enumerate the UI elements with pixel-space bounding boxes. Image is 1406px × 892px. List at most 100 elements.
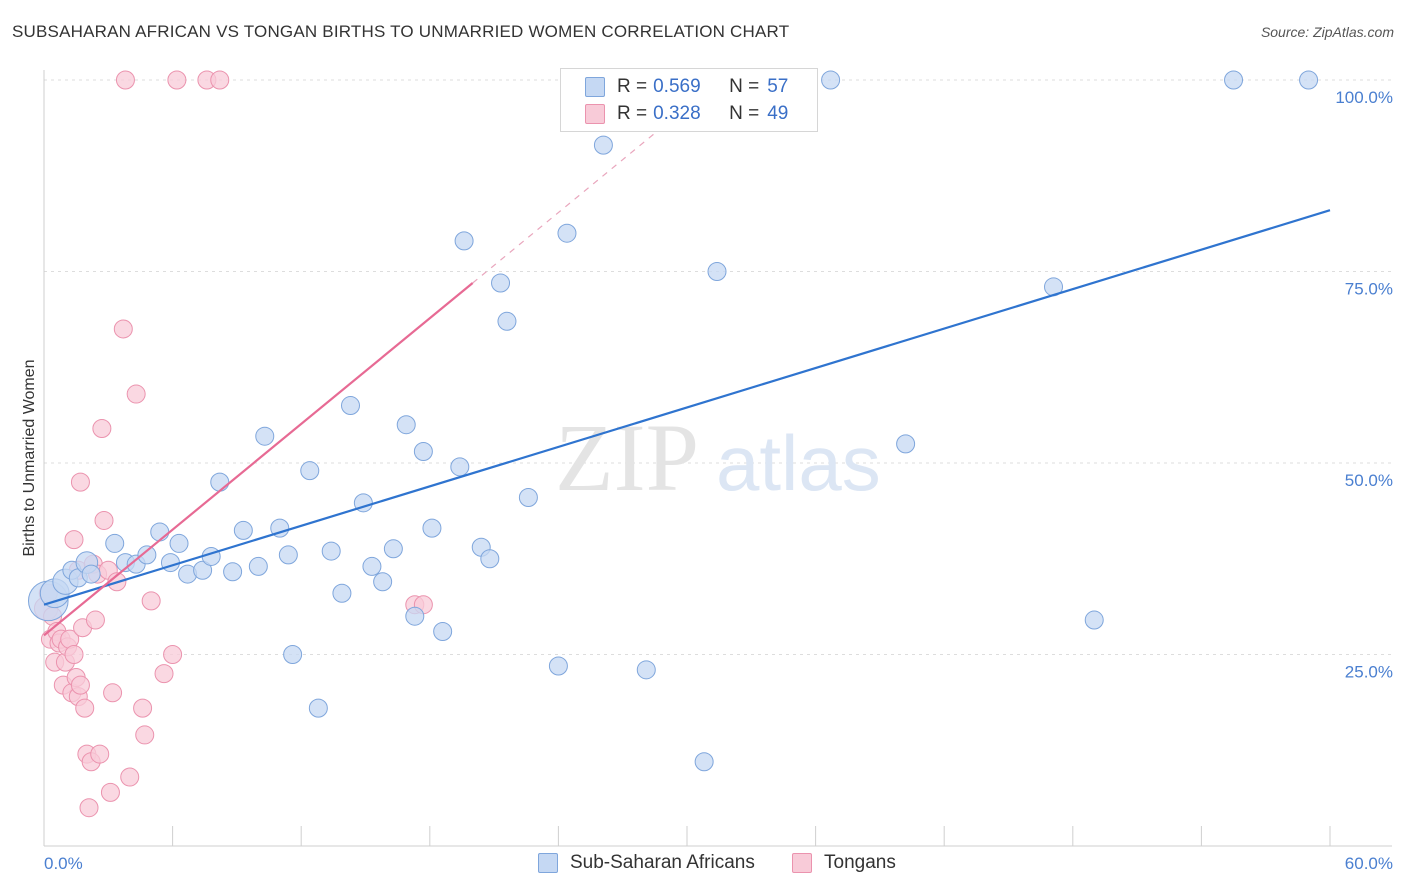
subsaharan-point-55[interactable] xyxy=(1084,610,1104,630)
tongans-point-39[interactable] xyxy=(133,698,153,718)
tongans-point-41[interactable] xyxy=(141,591,161,611)
subsaharan-point-42[interactable] xyxy=(480,549,500,569)
chart-title: SUBSAHARAN AFRICAN VS TONGAN BIRTHS TO U… xyxy=(12,22,790,41)
watermark: ZIP atlas xyxy=(555,404,881,511)
subsaharan-point-26[interactable] xyxy=(308,698,328,718)
subsaharan-point-18[interactable] xyxy=(223,562,243,582)
legend-r-label: R = xyxy=(617,76,648,97)
tick-layer: 100.0% 75.0% 50.0% 25.0% 0.0% 60.0% xyxy=(43,88,1393,873)
bottom-legend-label-subsaharan: Sub-Saharan Africans xyxy=(570,852,755,873)
trend-line-tongans-extension xyxy=(472,106,688,284)
tongans-point-29[interactable] xyxy=(92,419,112,439)
subsaharan-point-51[interactable] xyxy=(707,262,727,281)
subsaharan-point-33[interactable] xyxy=(383,539,403,559)
subsaharan-point-47[interactable] xyxy=(557,223,577,243)
subsaharan-point-32[interactable] xyxy=(373,572,393,592)
y-tick-label-2: 50.0% xyxy=(1345,471,1393,490)
subsaharan-point-49[interactable] xyxy=(636,660,656,680)
tongans-point-17[interactable] xyxy=(64,530,84,550)
subsaharan-point-50[interactable] xyxy=(694,752,714,772)
tongans-point-28[interactable] xyxy=(90,744,110,764)
tongans-point-18[interactable] xyxy=(70,472,90,492)
tongans-point-35[interactable] xyxy=(113,319,133,339)
subsaharan-point-6[interactable] xyxy=(81,564,101,584)
watermark-atlas: atlas xyxy=(716,419,881,507)
legend-n-label: N = xyxy=(729,103,760,124)
tongans-point-46[interactable] xyxy=(210,70,230,90)
subsaharan-point-10[interactable] xyxy=(137,545,157,565)
subsaharan-point-19[interactable] xyxy=(233,520,253,540)
subsaharan-point-20[interactable] xyxy=(248,556,268,576)
subsaharan-point-17[interactable] xyxy=(210,472,230,492)
legend-r-label: R = xyxy=(617,103,648,124)
subsaharan-point-40[interactable] xyxy=(454,231,474,251)
legend-r-value: 0.328 xyxy=(653,103,701,124)
tongans-point-38[interactable] xyxy=(126,384,146,404)
tongans-point-33[interactable] xyxy=(103,683,123,703)
subsaharan-point-45[interactable] xyxy=(518,487,538,507)
subsaharan-point-24[interactable] xyxy=(283,645,303,664)
subsaharan-point-27[interactable] xyxy=(321,541,341,561)
bottom-legend-swatch-pink xyxy=(792,853,812,873)
tongans-points xyxy=(33,70,433,818)
subsaharan-point-15[interactable] xyxy=(193,560,213,580)
legend-n-label: N = xyxy=(729,76,760,97)
subsaharan-point-36[interactable] xyxy=(413,442,433,462)
subsaharan-point-28[interactable] xyxy=(332,583,352,603)
subsaharan-point-21[interactable] xyxy=(255,426,275,446)
subsaharan-point-29[interactable] xyxy=(340,396,360,416)
tongans-point-30[interactable] xyxy=(94,510,114,530)
tongans-point-32[interactable] xyxy=(100,782,120,802)
legend-swatch-pink xyxy=(585,104,605,124)
legend-row-subsaharan: R = 0.569 N = 57 xyxy=(585,75,789,99)
subsaharan-point-56[interactable] xyxy=(1224,70,1244,90)
subsaharan-point-39[interactable] xyxy=(450,457,470,477)
legend-n-value: 57 xyxy=(767,76,789,97)
axis-layer xyxy=(43,70,1392,847)
bottom-legend-tongans[interactable]: Tongans xyxy=(792,852,896,874)
grid-layer xyxy=(44,79,1392,655)
subsaharan-point-53[interactable] xyxy=(896,434,916,454)
tongans-point-40[interactable] xyxy=(135,725,155,745)
subsaharan-point-37[interactable] xyxy=(422,518,442,538)
trend-line-tongans xyxy=(43,282,474,637)
subsaharan-point-25[interactable] xyxy=(300,461,320,481)
tongans-point-23[interactable] xyxy=(79,798,99,818)
trend-line-subsaharan xyxy=(43,209,1331,606)
subsaharan-point-23[interactable] xyxy=(278,545,298,565)
tongans-point-21[interactable] xyxy=(75,698,95,718)
subsaharan-point-38[interactable] xyxy=(433,622,453,642)
subsaharan-point-31[interactable] xyxy=(362,556,382,576)
subsaharan-point-13[interactable] xyxy=(169,533,189,553)
subsaharan-point-46[interactable] xyxy=(548,656,568,676)
subsaharan-point-52[interactable] xyxy=(821,70,841,90)
subsaharan-point-11[interactable] xyxy=(150,522,170,542)
y-tick-label-1: 75.0% xyxy=(1345,280,1393,299)
source-label: Source: ZipAtlas.com xyxy=(1260,24,1394,40)
stats-legend: R = 0.569 N = 57 R = 0.328 N = 49 xyxy=(560,68,818,132)
tongans-point-44[interactable] xyxy=(167,70,187,90)
bottom-legend-swatch-blue xyxy=(538,853,558,873)
bottom-legend-subsaharan[interactable]: Sub-Saharan Africans xyxy=(538,852,755,874)
subsaharan-point-44[interactable] xyxy=(497,311,517,331)
bottom-legend-label-tongans: Tongans xyxy=(824,852,896,873)
subsaharan-point-48[interactable] xyxy=(593,135,613,155)
tongans-point-36[interactable] xyxy=(115,70,135,90)
subsaharan-point-35[interactable] xyxy=(405,606,425,626)
trend-lines xyxy=(43,106,1331,637)
tongans-point-13[interactable] xyxy=(64,645,84,664)
tongans-point-37[interactable] xyxy=(120,767,140,787)
subsaharan-point-43[interactable] xyxy=(491,273,511,293)
legend-swatch-blue xyxy=(585,77,605,97)
subsaharan-point-22[interactable] xyxy=(270,518,290,538)
tongans-point-43[interactable] xyxy=(163,645,183,664)
tongans-point-42[interactable] xyxy=(154,664,174,684)
tongans-point-16[interactable] xyxy=(70,675,90,695)
subsaharan-point-7[interactable] xyxy=(105,533,125,553)
legend-row-tongans: R = 0.328 N = 49 xyxy=(585,102,788,126)
tongans-point-26[interactable] xyxy=(85,610,105,630)
subsaharan-point-34[interactable] xyxy=(396,415,416,435)
y-axis-label: Births to Unmarried Women xyxy=(21,359,38,556)
subsaharan-point-57[interactable] xyxy=(1299,70,1319,90)
